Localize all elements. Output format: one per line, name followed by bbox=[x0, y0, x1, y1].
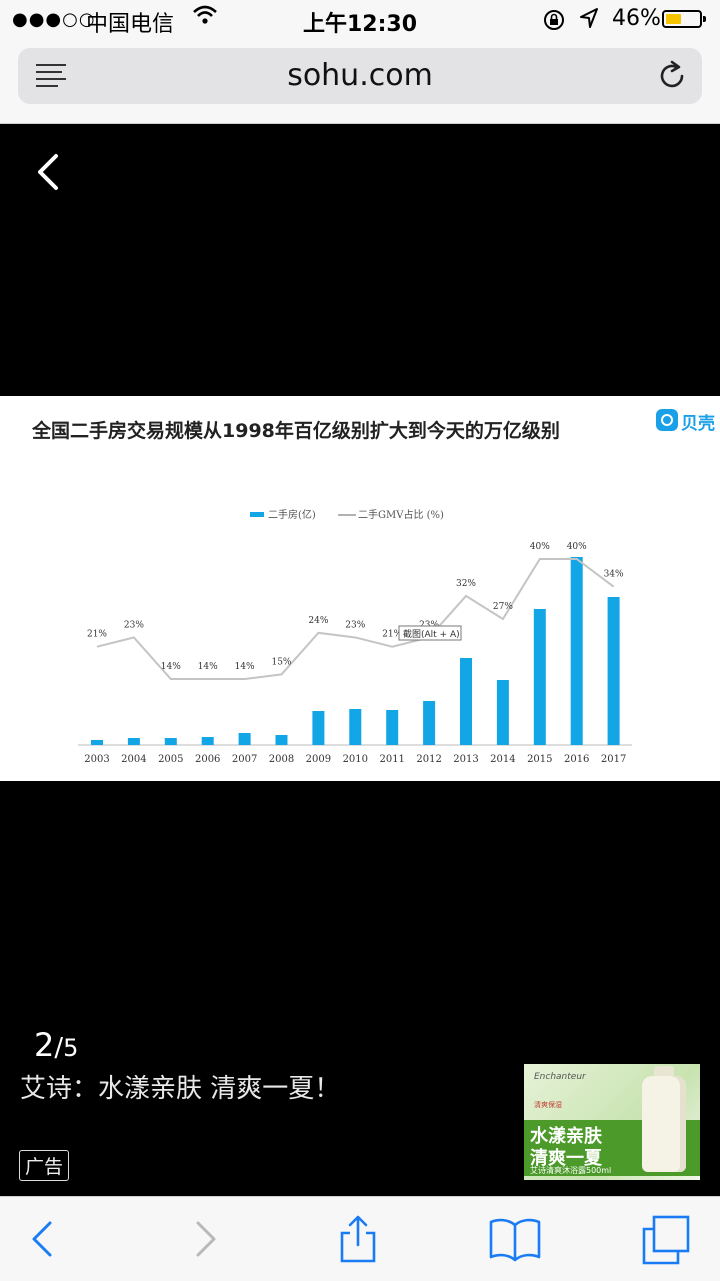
x-tick-2008: 2008 bbox=[269, 754, 294, 765]
url-field[interactable]: sohu.com bbox=[18, 48, 702, 104]
point-label-2016: 40% bbox=[567, 542, 587, 552]
wifi-icon bbox=[192, 4, 218, 32]
product-bottle bbox=[642, 1076, 686, 1172]
x-tick-2012: 2012 bbox=[416, 754, 441, 765]
x-tick-2014: 2014 bbox=[490, 754, 515, 765]
x-tick-2004: 2004 bbox=[121, 754, 146, 765]
orientation-lock-icon bbox=[542, 8, 566, 38]
clock: 上午12:30 bbox=[302, 12, 418, 37]
bar-2016 bbox=[570, 557, 583, 745]
point-label-2012: 23% bbox=[419, 620, 439, 630]
x-tick-2006: 2006 bbox=[195, 754, 220, 765]
bar-2005 bbox=[164, 738, 177, 745]
ad-brand: Enchanteur bbox=[534, 1072, 586, 1082]
point-label-2006: 14% bbox=[198, 662, 218, 672]
bookmarks-button[interactable] bbox=[488, 1215, 542, 1263]
x-tick-2017: 2017 bbox=[601, 754, 626, 765]
gmv-share-line bbox=[96, 558, 615, 680]
ad-line-2: 清爽一夏 bbox=[530, 1148, 602, 1169]
battery-fill bbox=[666, 14, 681, 24]
point-label-2009: 24% bbox=[308, 616, 328, 626]
point-label-2015: 40% bbox=[530, 542, 550, 552]
status-bar: ●●●○○ 中国电信 上午12:30 46% bbox=[0, 0, 720, 40]
x-tick-2013: 2013 bbox=[453, 754, 478, 765]
bar-2015 bbox=[533, 609, 546, 745]
bar-2017 bbox=[607, 597, 620, 745]
point-label-2007: 14% bbox=[235, 662, 255, 672]
point-label-2017: 34% bbox=[604, 570, 624, 580]
toolbar-forward-button[interactable] bbox=[180, 1215, 228, 1263]
point-label-2014: 27% bbox=[493, 602, 513, 612]
x-tick-2016: 2016 bbox=[564, 754, 589, 765]
browser-address-bar: sohu.com bbox=[0, 40, 720, 124]
point-label-2004: 23% bbox=[124, 620, 144, 630]
image-counter: 2/5 bbox=[34, 1026, 78, 1064]
back-arrow-icon bbox=[32, 1221, 52, 1257]
bar-2008 bbox=[275, 735, 288, 745]
x-tick-2003: 2003 bbox=[84, 754, 109, 765]
chevron-left-icon bbox=[38, 154, 58, 190]
point-label-2011: 21% bbox=[382, 630, 402, 640]
point-label-2003: 21% bbox=[87, 630, 107, 640]
forward-arrow-icon bbox=[196, 1221, 216, 1257]
ad-line-3: 艾诗清爽沐浴露500ml bbox=[530, 1166, 612, 1175]
legend-bar-swatch bbox=[250, 512, 264, 517]
tabs-icon bbox=[642, 1215, 690, 1265]
bar-2009 bbox=[312, 711, 325, 745]
point-label-2005: 14% bbox=[161, 662, 181, 672]
x-tick-2015: 2015 bbox=[527, 754, 552, 765]
legend-bar-label: 二手房(亿) bbox=[268, 508, 316, 521]
image-caption: 艾诗：水漾亲肤 清爽一夏！ bbox=[20, 1074, 341, 1104]
brand-logo: 贝壳 bbox=[656, 408, 716, 436]
bookmarks-book-icon bbox=[489, 1218, 541, 1262]
ad-thumbnail[interactable]: Enchanteur 清爽保湿 水漾亲肤 清爽一夏 艾诗清爽沐浴露500ml bbox=[524, 1064, 700, 1180]
x-tick-2011: 2011 bbox=[379, 754, 404, 765]
beike-logo-icon bbox=[656, 409, 678, 431]
url-domain[interactable]: sohu.com bbox=[287, 58, 433, 93]
reload-icon[interactable] bbox=[658, 60, 688, 96]
ad-label: 广告 bbox=[19, 1150, 70, 1181]
x-tick-2009: 2009 bbox=[306, 754, 331, 765]
carrier-name: 中国电信 bbox=[86, 12, 175, 37]
signal-strength: ●●●○○ bbox=[12, 9, 96, 30]
share-button[interactable] bbox=[334, 1215, 382, 1263]
legend-line-label: 二手GMV占比 (%) bbox=[358, 508, 444, 521]
x-tick-2005: 2005 bbox=[158, 754, 183, 765]
ad-line-1: 水漾亲肤 bbox=[530, 1126, 602, 1147]
chart-image[interactable]: 全国二手房交易规模从1998年百亿级别扩大到今天的万亿级别 贝壳 21% 23% 1… bbox=[0, 396, 720, 781]
share-icon bbox=[340, 1215, 376, 1263]
tabs-button[interactable] bbox=[640, 1215, 690, 1265]
bar-2006 bbox=[201, 737, 214, 745]
reader-menu-icon[interactable] bbox=[36, 64, 66, 88]
bar-2012 bbox=[423, 701, 436, 745]
toolbar-back-button[interactable] bbox=[20, 1215, 68, 1263]
bar-2004 bbox=[127, 738, 140, 745]
bar-2007 bbox=[238, 733, 251, 745]
point-label-2013: 32% bbox=[456, 579, 476, 589]
chart: 21% 23% 14% 14% 14% 15% 24% 23% 21% 23% 32% 27% 40% 4… bbox=[78, 508, 632, 765]
bar-2003 bbox=[91, 740, 103, 745]
bar-2011 bbox=[386, 710, 399, 745]
screenshot-tooltip-text: 截图(Alt + A) bbox=[403, 628, 460, 640]
bar-2014 bbox=[496, 680, 509, 745]
x-tick-2007: 2007 bbox=[232, 754, 257, 765]
chart-title: 全国二手房交易规模从1998年百亿级别扩大到今天的万亿级别 bbox=[32, 420, 560, 442]
point-label-2010: 23% bbox=[345, 620, 365, 630]
location-arrow-icon bbox=[578, 6, 600, 36]
browser-toolbar bbox=[0, 1196, 720, 1281]
total-count: 5 bbox=[63, 1034, 79, 1062]
brand-name: 贝壳 bbox=[681, 414, 715, 434]
bar-2013 bbox=[460, 658, 472, 745]
screenshot-tooltip-box bbox=[398, 625, 462, 641]
bar-2010 bbox=[349, 709, 362, 745]
ad-subline: 清爽保湿 bbox=[534, 1101, 562, 1109]
x-tick-2010: 2010 bbox=[343, 754, 368, 765]
current-index: 2 bbox=[34, 1026, 55, 1064]
battery-icon bbox=[662, 10, 706, 28]
point-label-2008: 15% bbox=[271, 657, 291, 667]
counter-separator: / bbox=[54, 1033, 64, 1063]
battery-percent: 46% bbox=[612, 6, 661, 31]
gallery-back-button[interactable] bbox=[30, 150, 70, 194]
